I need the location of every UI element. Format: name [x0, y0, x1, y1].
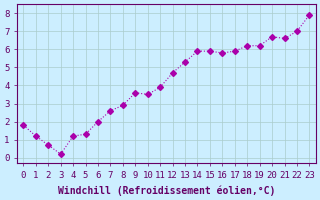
X-axis label: Windchill (Refroidissement éolien,°C): Windchill (Refroidissement éolien,°C)	[58, 185, 275, 196]
